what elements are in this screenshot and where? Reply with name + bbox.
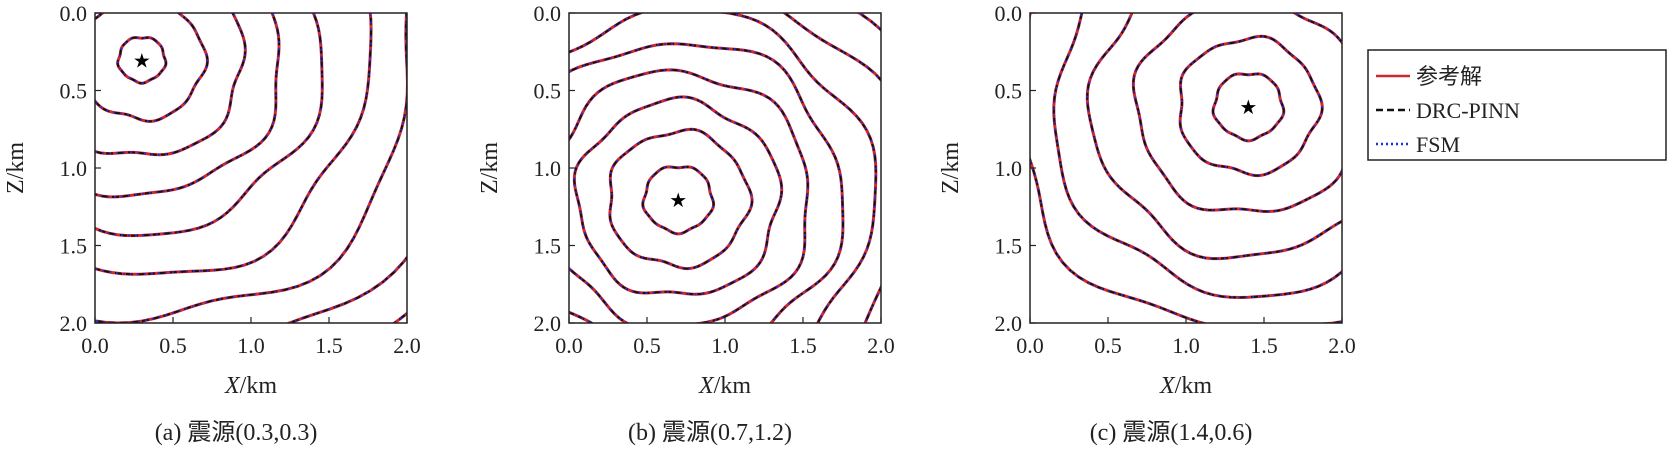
contour-reference-4 — [95, 13, 324, 238]
legend-frame — [1367, 49, 1667, 161]
x-tick-label: 0.0 — [555, 333, 583, 358]
contour-reference-4 — [569, 42, 845, 323]
x-axis-title-unit: /km — [240, 373, 278, 399]
panels: 0.0 0.5 1.0 1.5 2.00.00.51.01.52.0★X/kmZ/km(… — [3, 0, 1356, 471]
x-tick-label: 2.0 — [1328, 333, 1356, 358]
contour-drc-pinn-6 — [782, 13, 881, 323]
x-tick-label: 1.0 — [237, 333, 265, 358]
legend-label-fsm: FSM — [1416, 132, 1460, 157]
panel-caption: (b) 震源(0.7,1.2) — [628, 419, 792, 446]
panel-a: 0.0 0.5 1.0 1.5 2.00.00.51.01.52.0★X/kmZ/km(… — [3, 1, 421, 446]
contour-reference-6 — [95, 13, 407, 323]
contour-fsm-2 — [95, 13, 247, 156]
contour-drc-pinn-5 — [569, 13, 877, 323]
y-tick-label: 1.5 — [534, 234, 562, 259]
contour-drc-pinn-8 — [393, 0, 981, 471]
x-tick-label: 1.5 — [789, 333, 817, 358]
contour-fsm-5 — [1030, 13, 1342, 323]
legend-label-drc-pinn: DRC-PINN — [1416, 98, 1520, 123]
contour-fsm-0 — [1212, 72, 1285, 142]
x-axis-title: X/km — [1159, 373, 1212, 399]
y-axis-title: Z/km — [477, 142, 503, 194]
contour-reference-8 — [393, 0, 981, 471]
contour-fsm-3 — [95, 13, 281, 198]
y-tick-label: 0.5 — [995, 79, 1023, 104]
legend-label-reference: 参考解 — [1416, 64, 1482, 89]
source-star-icon: ★ — [133, 49, 151, 73]
source-star-icon: ★ — [1239, 95, 1257, 119]
y-tick-label: 2.0 — [60, 311, 88, 336]
y-tick-label: 0.0 — [60, 1, 88, 26]
x-tick-label: 2.0 — [393, 333, 421, 358]
contour-drc-pinn-3 — [569, 68, 809, 323]
y-tick-label: 1.0 — [995, 156, 1023, 181]
x-tick-label: 1.5 — [315, 333, 343, 358]
contour-fsm-0 — [641, 165, 715, 235]
contour-drc-pinn-0 — [116, 36, 167, 85]
contour-fsm-8 — [393, 0, 981, 471]
panel-b: 0.0 0.5 1.0 1.5 2.00.00.51.01.52.0★X/kmZ/km(… — [393, 0, 981, 471]
y-tick-label: 1.0 — [534, 156, 562, 181]
source-star-icon: ★ — [669, 188, 687, 212]
contour-group — [393, 0, 981, 471]
x-axis-title-unit: /km — [714, 373, 752, 399]
y-tick-label: 0.5 — [60, 79, 88, 104]
plot-frame — [568, 12, 882, 324]
contour-group — [95, 13, 407, 323]
x-tick-label: 0.5 — [1094, 333, 1122, 358]
legend: 参考解 DRC-PINN FSM — [1367, 49, 1667, 161]
panel-caption: (a) 震源(0.3,0.3) — [155, 419, 318, 446]
contour-reference-5 — [95, 13, 373, 276]
x-axis-title-var: X — [224, 373, 241, 399]
x-axis-title: X/km — [224, 373, 277, 399]
y-tick-label: 0.5 — [534, 79, 562, 104]
contour-fsm-2 — [573, 95, 783, 296]
contour-drc-pinn-3 — [95, 13, 281, 198]
contour-drc-pinn-1 — [608, 128, 754, 270]
contour-reference-5 — [1030, 13, 1342, 323]
y-tick-label: 1.5 — [60, 234, 88, 259]
panel-caption: (c) 震源(1.4,0.6) — [1090, 419, 1253, 446]
x-axis-title-var: X — [698, 373, 715, 399]
contour-group — [1030, 13, 1342, 323]
x-tick-label: 0.0 — [81, 333, 109, 358]
y-tick-label: 2.0 — [995, 311, 1023, 336]
contour-drc-pinn-2 — [1132, 13, 1342, 213]
panel-c: 0.0 0.5 1.0 1.5 2.00.00.51.01.52.0★X/kmZ/km(… — [938, 1, 1356, 446]
x-axis-title: X/km — [698, 373, 751, 399]
y-tick-label: 0.0 — [995, 1, 1023, 26]
contour-fsm-2 — [1132, 13, 1342, 213]
x-tick-label: 0.5 — [633, 333, 661, 358]
contour-reference-4 — [1052, 13, 1342, 299]
x-tick-label: 0.5 — [159, 333, 187, 358]
y-tick-label: 1.0 — [60, 156, 88, 181]
contour-fsm-1 — [95, 13, 209, 123]
x-tick-label: 1.5 — [1250, 333, 1278, 358]
y-axis-title: Z/km — [3, 142, 29, 194]
contour-drc-pinn-7 — [286, 255, 407, 323]
contour-drc-pinn-5 — [1030, 13, 1342, 323]
y-tick-label: 1.5 — [995, 234, 1023, 259]
contour-drc-pinn-1 — [1179, 35, 1324, 177]
x-tick-label: 1.0 — [711, 333, 739, 358]
y-axis-title: Z/km — [938, 142, 964, 194]
x-tick-label: 0.0 — [1016, 333, 1044, 358]
y-tick-label: 2.0 — [534, 311, 562, 336]
contour-fsm-5 — [95, 13, 373, 276]
x-tick-label: 1.0 — [1172, 333, 1200, 358]
x-tick-label: 2.0 — [867, 333, 895, 358]
y-tick-label: 0.0 — [534, 1, 562, 26]
contour-reference-3 — [95, 13, 281, 199]
x-axis-title-unit: /km — [1175, 373, 1213, 399]
contour-drc-pinn-5 — [95, 13, 373, 276]
x-axis-title-var: X — [1159, 373, 1176, 399]
contour-drc-pinn-3 — [1086, 13, 1342, 260]
